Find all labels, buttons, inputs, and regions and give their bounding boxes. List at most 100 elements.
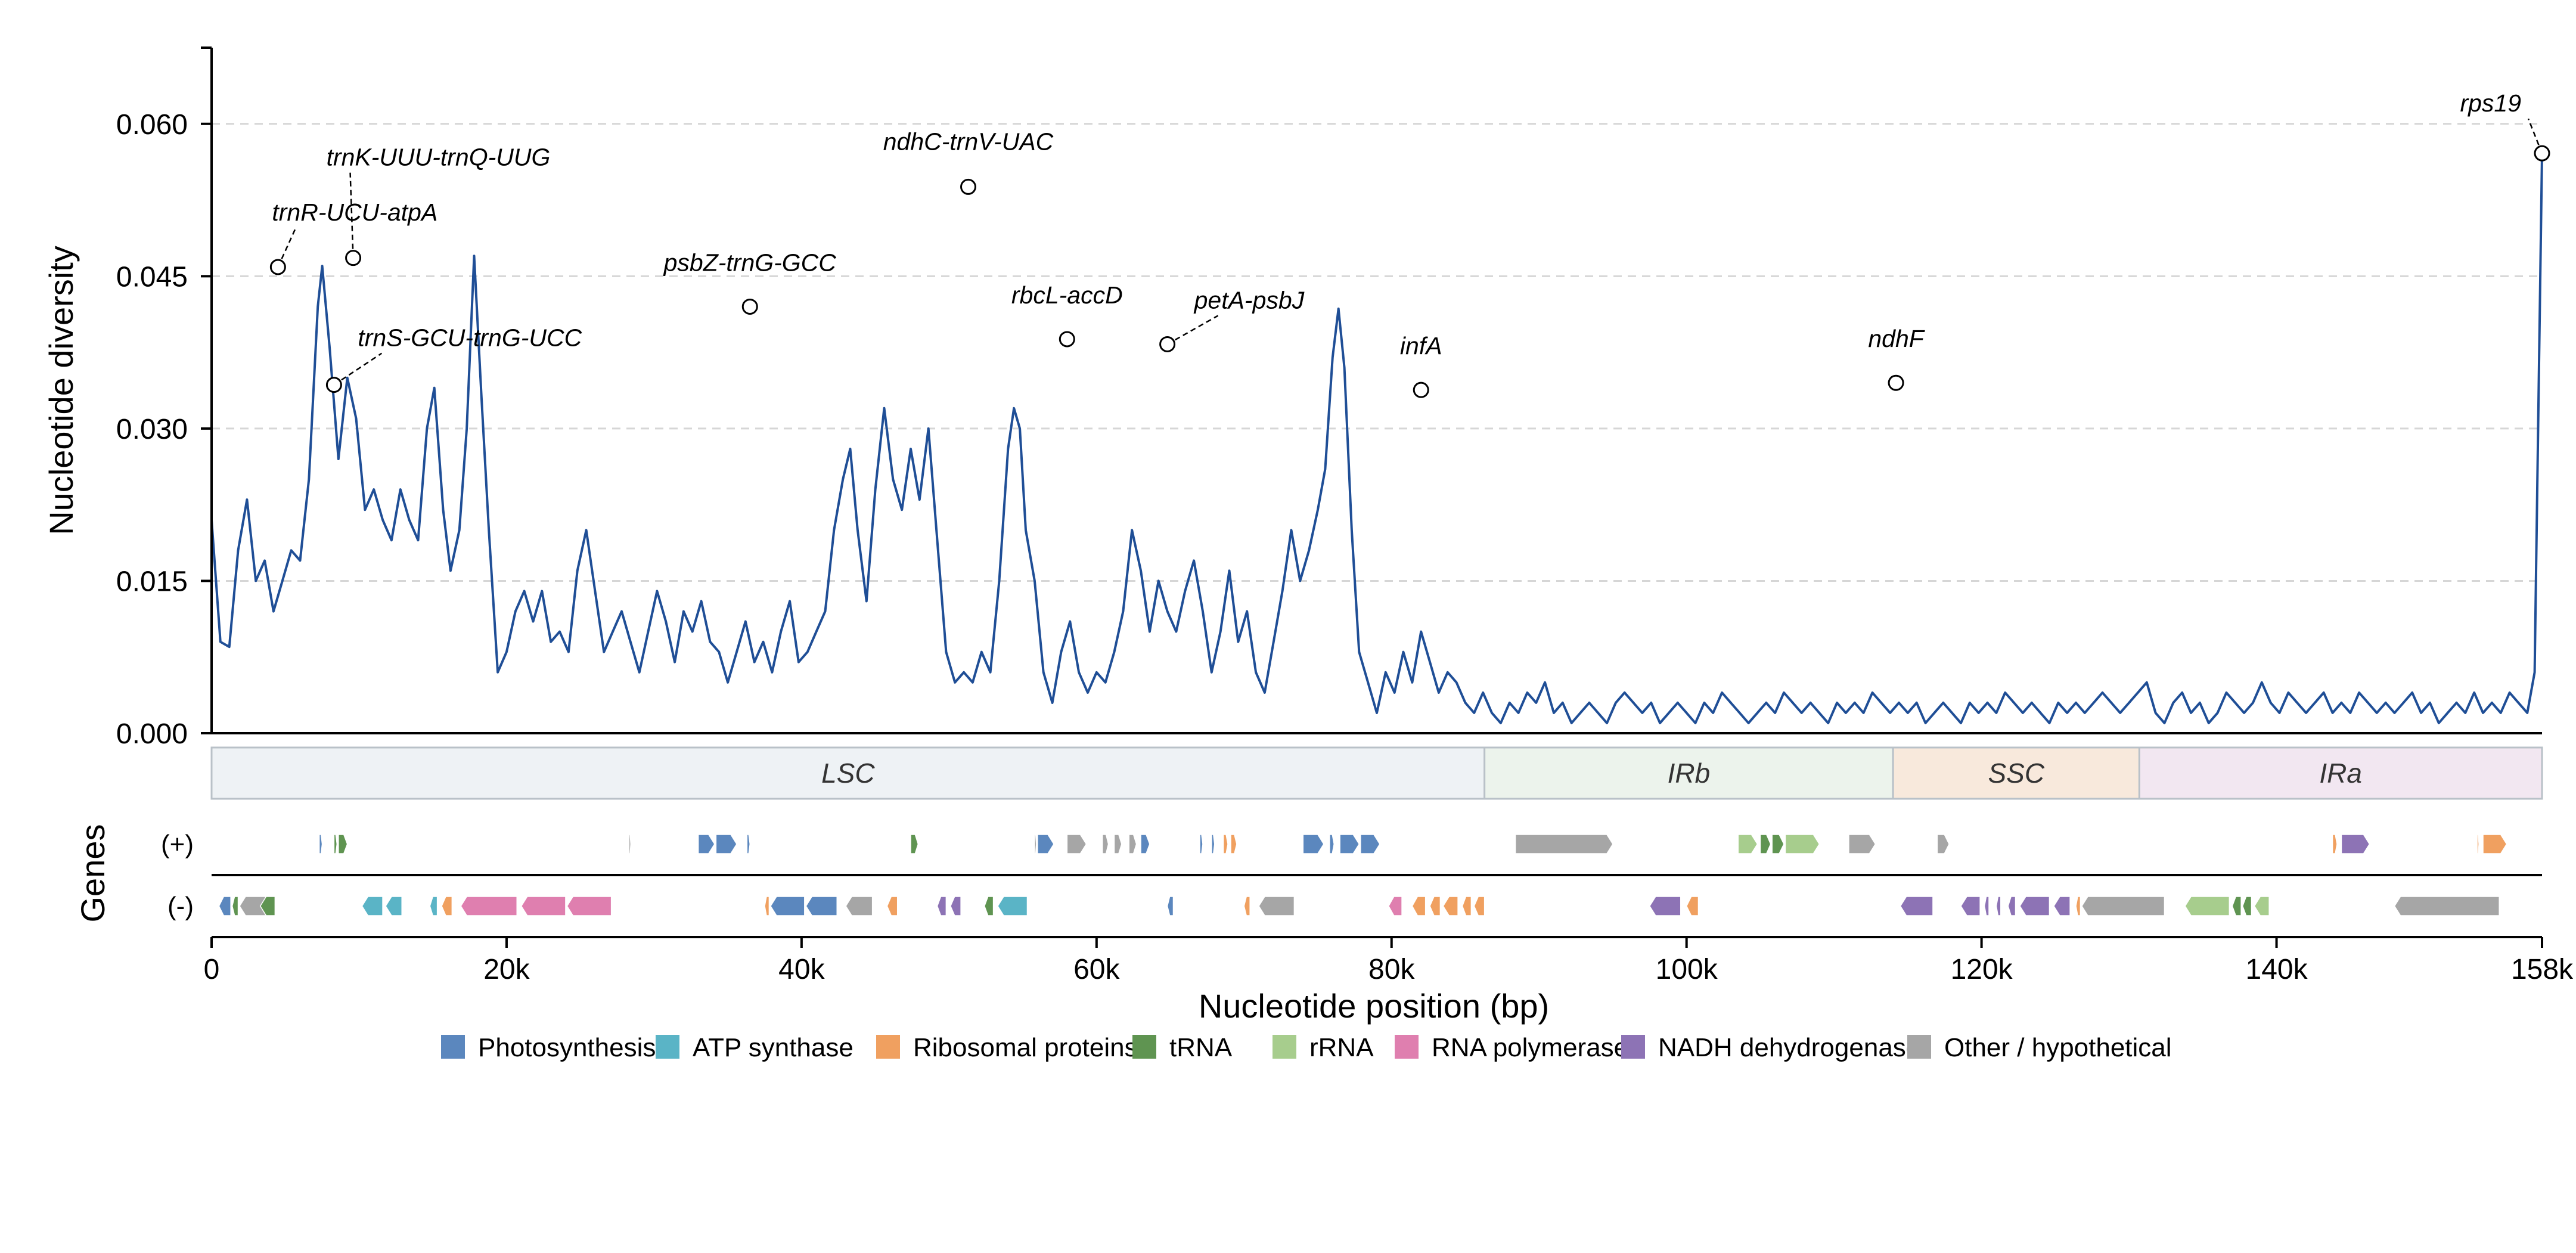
region-ira bbox=[2138, 746, 2543, 800]
gene-mark bbox=[2019, 896, 2050, 916]
gene-mark bbox=[520, 896, 566, 916]
gene-mark bbox=[2394, 896, 2500, 916]
legend-label: Photosynthesis bbox=[478, 1033, 656, 1062]
gene-mark bbox=[338, 834, 348, 854]
gene-mark bbox=[1429, 896, 1441, 916]
x-tick-label: 140k bbox=[2246, 954, 2308, 985]
region-irb bbox=[1483, 746, 1894, 800]
legend-swatch bbox=[1621, 1035, 1645, 1059]
x-tick-label: 120k bbox=[1951, 954, 2013, 985]
gene-mark bbox=[2242, 896, 2252, 916]
gene-mark bbox=[1473, 896, 1485, 916]
grid-lines bbox=[212, 123, 2542, 582]
annotation-label: trnS-GCU-trnG-UCC bbox=[358, 324, 582, 352]
annotation-marker bbox=[325, 377, 342, 393]
gene-mark bbox=[1360, 834, 1380, 854]
annotation-leader bbox=[277, 227, 297, 268]
gene-mark bbox=[697, 834, 715, 854]
legend-swatch bbox=[1273, 1035, 1296, 1059]
gene-mark bbox=[1995, 896, 2001, 916]
gene-mark bbox=[1514, 834, 1613, 854]
x-tick-label: 100k bbox=[1656, 954, 1718, 985]
annotation-label: trnK-UUU-trnQ-UUG bbox=[327, 144, 551, 171]
legend-label: Other / hypothetical bbox=[1944, 1033, 2172, 1062]
gene-mark bbox=[2075, 896, 2081, 916]
gene-mark bbox=[1737, 834, 1758, 854]
annotation-label: rps19 bbox=[2460, 89, 2521, 117]
gene-mark bbox=[1140, 834, 1150, 854]
gene-mark bbox=[2482, 834, 2507, 854]
y-axis-title: Nucleotide diversity bbox=[42, 246, 80, 535]
gene-mark bbox=[1649, 896, 1681, 916]
gene-mark bbox=[2332, 834, 2338, 854]
gene-mark bbox=[2007, 896, 2016, 916]
gene-mark bbox=[805, 896, 838, 916]
gene-mark bbox=[1066, 834, 1087, 854]
x-tick-label: 60k bbox=[1073, 954, 1120, 985]
gene-mark bbox=[1339, 834, 1360, 854]
gene-track-title: Genes bbox=[74, 824, 111, 923]
gene-mark bbox=[218, 896, 231, 916]
gene-mark bbox=[1784, 834, 1820, 854]
x-tick-label: 158k bbox=[2511, 954, 2574, 985]
strand-minus-label: (-) bbox=[167, 892, 194, 921]
legend-label: ATP synthase bbox=[693, 1033, 854, 1062]
gene-mark bbox=[231, 896, 239, 916]
y-tick-label: 0.060 bbox=[116, 109, 188, 141]
annotation-label: psbZ-trnG-GCC bbox=[663, 249, 837, 276]
gene-mark bbox=[845, 896, 873, 916]
gene-mark bbox=[1101, 834, 1109, 854]
gene-mark bbox=[259, 896, 276, 916]
gene-track: (+) (-) bbox=[161, 830, 2542, 938]
gene-mark bbox=[1848, 834, 1876, 854]
diversity-line bbox=[210, 154, 2543, 724]
annotation-leader bbox=[333, 352, 383, 386]
gene-mark bbox=[628, 834, 632, 854]
axes: 0.000 0.015 0.030 0.045 0.060 0 20k 40k 60k 80k 10… bbox=[116, 46, 2574, 985]
gene-mark bbox=[1984, 896, 1990, 916]
gene-mark bbox=[1302, 834, 1324, 854]
peak-annotations: trnR-UCU-atpA trnK-UUU-trnQ-UUG trnS-GCU-t… bbox=[269, 89, 2550, 398]
gene-mark bbox=[460, 896, 518, 916]
gene-mark bbox=[318, 834, 323, 854]
x-tick-label: 80k bbox=[1368, 954, 1415, 985]
annotation-marker bbox=[960, 178, 977, 195]
gene-mark bbox=[1258, 896, 1295, 916]
y-tick-label: 0.045 bbox=[116, 261, 188, 293]
annotation-marker bbox=[2534, 145, 2550, 162]
region-bar: LSC IRb SSC IRa bbox=[210, 746, 2543, 800]
y-tick-label: 0.015 bbox=[116, 566, 188, 597]
gene-mark bbox=[333, 834, 338, 854]
annotation-marker bbox=[1059, 331, 1075, 348]
gene-mark bbox=[997, 896, 1028, 916]
legend-swatch bbox=[1395, 1035, 1419, 1059]
legend-label: Ribosomal proteins bbox=[913, 1033, 1138, 1062]
annotation-marker bbox=[1413, 382, 1429, 398]
gene-mark bbox=[936, 896, 947, 916]
gene-mark bbox=[385, 896, 402, 916]
annotation-marker bbox=[1159, 336, 1176, 352]
gene-mark bbox=[910, 834, 919, 854]
region-ssc bbox=[1892, 746, 2140, 800]
annotation-label: trnR-UCU-atpA bbox=[272, 199, 437, 226]
legend-swatch bbox=[441, 1035, 465, 1059]
diversity-series bbox=[210, 154, 2543, 724]
gene-mark bbox=[1128, 834, 1137, 854]
annotation-label: ndhC-trnV-UAC bbox=[883, 128, 1054, 155]
annotation-leader bbox=[349, 172, 354, 258]
legend-swatch bbox=[1907, 1035, 1931, 1059]
gene-mark bbox=[1037, 834, 1054, 854]
gene-mark bbox=[1388, 896, 1402, 916]
gene-mark bbox=[949, 896, 961, 916]
gene-mark bbox=[1034, 834, 1037, 854]
gene-mark bbox=[2476, 834, 2479, 854]
gene-mark bbox=[441, 896, 453, 916]
legend-label: rRNA bbox=[1309, 1033, 1374, 1062]
gene-mark bbox=[566, 896, 612, 916]
gene-mark bbox=[1211, 834, 1215, 854]
x-tick-label: 0 bbox=[204, 954, 220, 985]
y-tick-label: 0.030 bbox=[116, 414, 188, 445]
gene-mark bbox=[1329, 834, 1334, 854]
